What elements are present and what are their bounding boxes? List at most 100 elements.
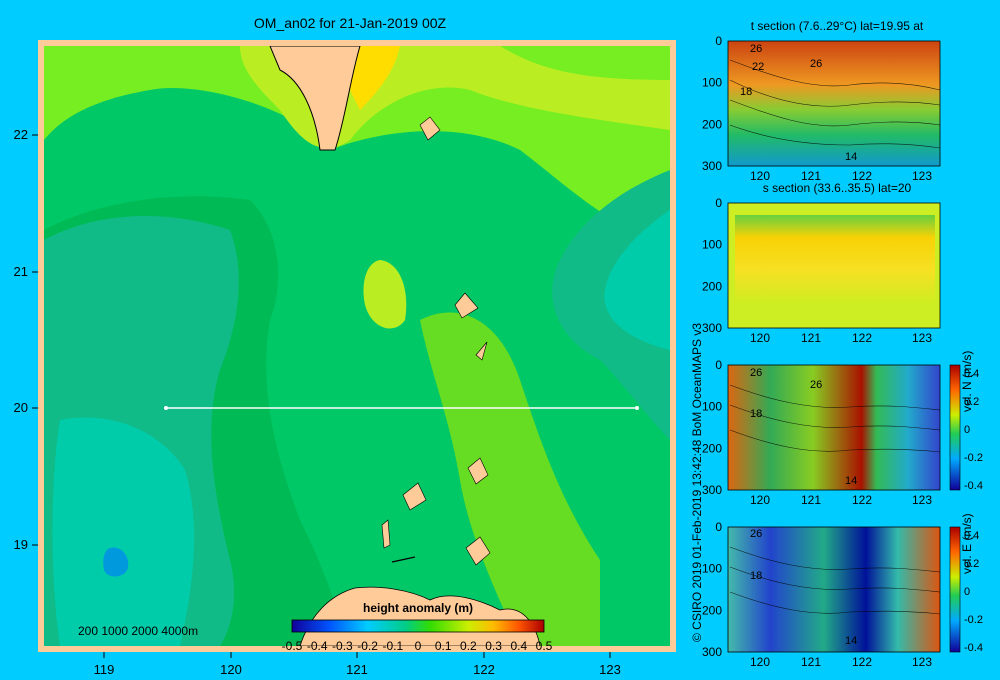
colorbar-tick-label: 0.5 (536, 639, 553, 653)
vel-n-label: vel. N (m/s) (960, 350, 974, 412)
vel-tick-label: -0.4 (964, 642, 983, 654)
x-axis: 119 120 121 122 123 (94, 652, 621, 677)
island (465, 536, 491, 566)
lon-tick-label: 123 (912, 493, 932, 507)
depth-tick-label: 300 (702, 321, 722, 335)
colorbar-tick-label: -0.1 (382, 639, 403, 653)
depth-tick-label: 0 (715, 34, 722, 48)
depth-tick-label: 300 (702, 483, 722, 497)
lon-tick-label: 121 (801, 331, 821, 345)
depth-tick-label: 0 (715, 520, 722, 534)
contour-label: 14 (845, 635, 857, 647)
island (475, 341, 488, 361)
anomaly-contour-east-lower (604, 210, 670, 350)
height-anomaly-map: 119 120 121 122 123 22 21 20 19 (14, 40, 676, 677)
island (391, 556, 416, 563)
contour-label: 14 (845, 475, 857, 487)
contour-label: 26 (750, 43, 762, 55)
y-tick-label: 22 (14, 127, 28, 142)
contour-label: 26 (810, 379, 822, 391)
lon-tick-label: 123 (912, 331, 932, 345)
island (467, 457, 489, 485)
depth-tick-label: 200 (702, 117, 722, 131)
depth-tick-label: 0 (715, 196, 722, 210)
y-tick-label: 19 (14, 537, 28, 552)
contour-label: 18 (750, 408, 762, 420)
t-section-plot (727, 40, 941, 167)
depth-tick-label: 300 (702, 645, 722, 659)
x-tick-label: 119 (94, 662, 115, 677)
island (381, 519, 391, 549)
lon-tick-label: 120 (750, 493, 770, 507)
lon-tick-label: 121 (801, 655, 821, 669)
y-tick-label: 20 (14, 400, 28, 415)
s-section-title: s section (33.6..35.5) lat=20 (762, 181, 912, 195)
colorbar-label: height anomaly (m) (362, 601, 473, 615)
depth-tick-label: 0 (715, 358, 722, 372)
contour-label: 26 (810, 58, 822, 70)
colorbar-tick-label: 0.3 (485, 639, 502, 653)
section-panels: 0 100 200 300 120 121 122 123 0 100 200 300 120 121 12… (702, 34, 983, 669)
height-colorbar: -0.5 -0.4 -0.3 -0.2 -0.1 0 0.1 0.2 0.3 0.4 0.5 (282, 619, 553, 653)
y-axis: 22 21 20 19 (14, 127, 38, 552)
vel-n-colorbar (949, 364, 961, 491)
vel-tick-label: 0.2 (964, 396, 979, 408)
lon-tick-label: 122 (852, 331, 872, 345)
section-end-marker (635, 406, 639, 410)
vel-tick-label: 0.4 (964, 530, 979, 542)
vel-tick-label: 0.2 (964, 558, 979, 570)
contour-label: 14 (845, 151, 857, 163)
vel-tick-label: -0.2 (964, 452, 983, 464)
taiwan-landmass (269, 46, 361, 151)
colorbar-tick-label: -0.5 (282, 639, 303, 653)
lon-tick-label: 123 (912, 655, 932, 669)
contour-lines (729, 59, 941, 615)
lon-tick-label: 120 (750, 169, 770, 183)
lon-tick-label: 120 (750, 655, 770, 669)
vel-e-colorbar (949, 526, 961, 653)
map-title: OM_an02 for 21-Jan-2019 00Z (253, 15, 447, 31)
contour-label: 18 (740, 86, 752, 98)
depth-legend: 200 1000 2000 4000m (78, 624, 199, 638)
lon-tick-label: 122 (852, 493, 872, 507)
lon-tick-label: 122 (852, 655, 872, 669)
vel-tick-label: -0.4 (964, 480, 983, 492)
anomaly-contour-min (103, 547, 129, 577)
vel-tick-label: 0 (964, 586, 970, 598)
x-tick-label: 121 (346, 662, 368, 677)
s-section-fill (735, 215, 935, 305)
depth-tick-label: 200 (702, 441, 722, 455)
contour-label: 18 (750, 570, 762, 582)
island (419, 116, 441, 141)
panel-axes: 0 100 200 300 120 121 122 123 0 100 200 300 120 121 12… (702, 34, 983, 669)
x-tick-label: 123 (599, 662, 621, 677)
colorbar-tick-label: -0.4 (307, 639, 328, 653)
island (454, 292, 479, 319)
x-tick-label: 122 (473, 662, 495, 677)
contour-label: 26 (750, 528, 762, 540)
vel-tick-label: 0 (964, 424, 970, 436)
lon-tick-label: 121 (801, 169, 821, 183)
colorbar-tick-label: 0.1 (435, 639, 452, 653)
lon-tick-label: 121 (801, 493, 821, 507)
island (402, 482, 427, 511)
credit-text: © CSIRO 2019 01-Feb-2019 13:42:48 BoM Oc… (690, 322, 704, 642)
colorbar-tick-label: -0.2 (357, 639, 378, 653)
vel-tick-label: 0.4 (964, 368, 979, 380)
vel-e-label: vel. E (m/s) (960, 513, 974, 574)
depth-tick-label: 100 (702, 238, 722, 252)
colorbar-tick-label: 0 (415, 639, 422, 653)
lon-tick-label: 123 (912, 169, 932, 183)
anomaly-contour-lower (52, 417, 195, 646)
lon-tick-label: 120 (750, 331, 770, 345)
anomaly-contour-central (420, 312, 600, 646)
anomaly-contour-island (363, 260, 407, 329)
section-start-marker (164, 406, 168, 410)
x-tick-label: 120 (220, 662, 242, 677)
depth-tick-label: 200 (702, 603, 722, 617)
contour-label: 26 (750, 367, 762, 379)
depth-tick-label: 300 (702, 159, 722, 173)
contour-label: 22 (752, 61, 764, 73)
colorbar-tick-label: -0.3 (332, 639, 353, 653)
depth-tick-label: 100 (702, 562, 722, 576)
